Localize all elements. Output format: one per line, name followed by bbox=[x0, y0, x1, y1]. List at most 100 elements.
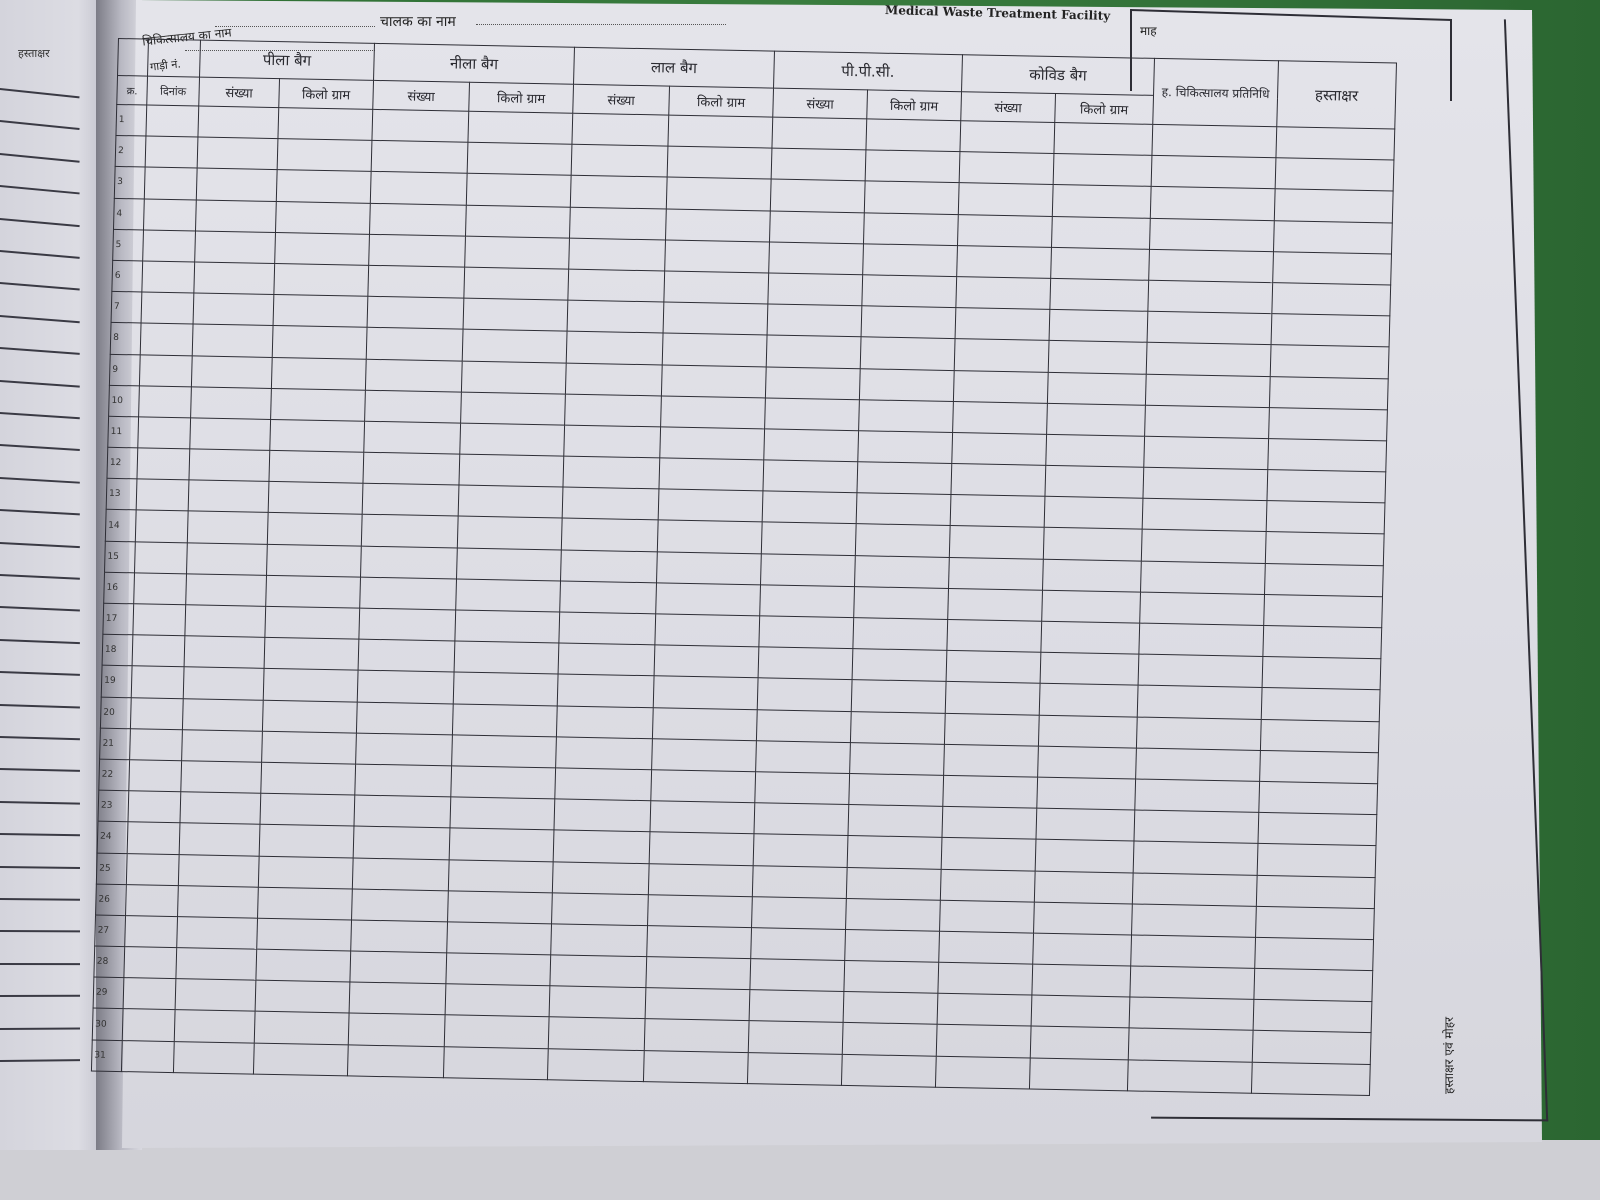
entry-cell[interactable] bbox=[1263, 594, 1383, 628]
entry-cell[interactable] bbox=[947, 588, 1043, 622]
entry-cell[interactable] bbox=[459, 422, 565, 457]
entry-cell[interactable] bbox=[360, 545, 458, 579]
entry-cell[interactable] bbox=[127, 822, 180, 855]
entry-cell[interactable] bbox=[1035, 839, 1134, 873]
entry-cell[interactable] bbox=[935, 1055, 1031, 1089]
entry-cell[interactable] bbox=[369, 202, 467, 236]
entry-cell[interactable] bbox=[761, 522, 857, 556]
entry-cell[interactable] bbox=[551, 892, 649, 926]
entry-cell[interactable] bbox=[145, 136, 198, 169]
entry-cell[interactable] bbox=[941, 806, 1037, 840]
entry-cell[interactable] bbox=[1271, 313, 1390, 348]
entry-cell[interactable] bbox=[447, 890, 553, 924]
entry-cell[interactable] bbox=[939, 899, 1035, 933]
entry-cell[interactable] bbox=[1258, 781, 1378, 815]
entry-cell[interactable] bbox=[445, 952, 551, 987]
entry-cell[interactable] bbox=[955, 276, 1051, 310]
entry-cell[interactable] bbox=[1252, 1030, 1372, 1065]
entry-cell[interactable] bbox=[571, 144, 668, 178]
entry-cell[interactable] bbox=[937, 993, 1032, 1027]
entry-cell[interactable] bbox=[467, 142, 572, 176]
entry-cell[interactable] bbox=[949, 525, 1045, 559]
entry-cell[interactable] bbox=[647, 894, 753, 928]
entry-cell[interactable] bbox=[660, 395, 766, 429]
entry-cell[interactable] bbox=[951, 432, 1047, 466]
entry-cell[interactable] bbox=[262, 699, 358, 733]
entry-cell[interactable] bbox=[1253, 968, 1373, 1002]
entry-cell[interactable] bbox=[1037, 745, 1137, 779]
entry-cell[interactable] bbox=[550, 923, 648, 957]
entry-cell[interactable] bbox=[448, 859, 554, 893]
entry-cell[interactable] bbox=[141, 260, 195, 294]
entry-cell[interactable] bbox=[175, 947, 257, 981]
entry-cell[interactable] bbox=[182, 698, 264, 732]
hospital-name-field[interactable] bbox=[215, 26, 375, 27]
entry-cell[interactable] bbox=[865, 118, 961, 152]
entry-cell[interactable] bbox=[1128, 1028, 1254, 1062]
entry-cell[interactable] bbox=[276, 169, 372, 203]
entry-cell[interactable] bbox=[945, 681, 1041, 715]
entry-cell[interactable] bbox=[662, 333, 768, 367]
entry-cell[interactable] bbox=[125, 884, 179, 917]
entry-cell[interactable] bbox=[266, 543, 362, 577]
entry-cell[interactable] bbox=[138, 385, 192, 418]
entry-cell[interactable] bbox=[665, 208, 771, 242]
entry-cell[interactable] bbox=[272, 325, 368, 359]
entry-cell[interactable] bbox=[865, 150, 960, 184]
entry-cell[interactable] bbox=[134, 541, 188, 574]
entry-cell[interactable] bbox=[854, 555, 950, 589]
entry-cell[interactable] bbox=[940, 868, 1036, 902]
entry-cell[interactable] bbox=[1135, 747, 1261, 782]
entry-cell[interactable] bbox=[1272, 251, 1392, 285]
entry-cell[interactable] bbox=[452, 703, 558, 737]
entry-cell[interactable] bbox=[1043, 527, 1143, 561]
entry-cell[interactable] bbox=[758, 615, 854, 649]
entry-cell[interactable] bbox=[667, 146, 772, 180]
entry-cell[interactable] bbox=[849, 742, 945, 776]
entry-cell[interactable] bbox=[558, 643, 655, 677]
entry-cell[interactable] bbox=[1127, 1059, 1253, 1094]
entry-cell[interactable] bbox=[444, 1015, 550, 1049]
entry-cell[interactable] bbox=[1261, 687, 1381, 722]
entry-cell[interactable] bbox=[1038, 714, 1138, 748]
entry-cell[interactable] bbox=[1146, 342, 1272, 377]
entry-cell[interactable] bbox=[946, 619, 1042, 653]
entry-cell[interactable] bbox=[653, 676, 759, 710]
entry-cell[interactable] bbox=[752, 865, 848, 899]
entry-cell[interactable] bbox=[1262, 656, 1381, 691]
entry-cell[interactable] bbox=[361, 514, 459, 548]
entry-cell[interactable] bbox=[195, 199, 277, 233]
entry-cell[interactable] bbox=[841, 1054, 937, 1088]
entry-cell[interactable] bbox=[946, 650, 1041, 684]
entry-cell[interactable] bbox=[954, 338, 1050, 372]
entry-cell[interactable] bbox=[768, 241, 864, 275]
entry-cell[interactable] bbox=[549, 954, 647, 988]
entry-cell[interactable] bbox=[559, 580, 657, 614]
entry-cell[interactable] bbox=[847, 835, 942, 869]
entry-cell[interactable] bbox=[186, 542, 268, 576]
entry-cell[interactable] bbox=[174, 1010, 256, 1043]
entry-cell[interactable] bbox=[936, 1024, 1032, 1058]
entry-cell[interactable] bbox=[848, 773, 944, 807]
entry-cell[interactable] bbox=[363, 421, 461, 455]
entry-cell[interactable] bbox=[1151, 155, 1276, 190]
entry-cell[interactable] bbox=[845, 898, 941, 932]
entry-cell[interactable] bbox=[661, 364, 767, 398]
entry-cell[interactable] bbox=[277, 138, 372, 172]
entry-cell[interactable] bbox=[445, 984, 550, 1018]
entry-cell[interactable] bbox=[1253, 999, 1372, 1033]
entry-cell[interactable] bbox=[571, 113, 669, 147]
entry-cell[interactable] bbox=[941, 837, 1036, 871]
entry-cell[interactable] bbox=[762, 459, 858, 493]
entry-cell[interactable] bbox=[143, 198, 197, 231]
entry-cell[interactable] bbox=[127, 790, 181, 824]
entry-cell[interactable] bbox=[957, 214, 1053, 248]
entry-cell[interactable] bbox=[194, 230, 276, 264]
entry-cell[interactable] bbox=[654, 613, 760, 647]
entry-cell[interactable] bbox=[364, 389, 462, 423]
entry-cell[interactable] bbox=[1251, 1061, 1371, 1096]
entry-cell[interactable] bbox=[645, 987, 750, 1022]
entry-cell[interactable] bbox=[177, 885, 259, 919]
entry-cell[interactable] bbox=[1150, 186, 1276, 221]
entry-cell[interactable] bbox=[349, 982, 446, 1016]
